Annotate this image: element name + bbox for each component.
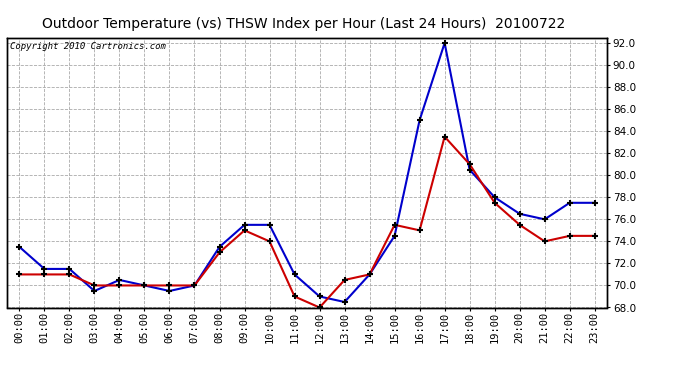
Text: Copyright 2010 Cartronics.com: Copyright 2010 Cartronics.com xyxy=(10,42,166,51)
Text: Outdoor Temperature (vs) THSW Index per Hour (Last 24 Hours)  20100722: Outdoor Temperature (vs) THSW Index per … xyxy=(42,17,565,31)
